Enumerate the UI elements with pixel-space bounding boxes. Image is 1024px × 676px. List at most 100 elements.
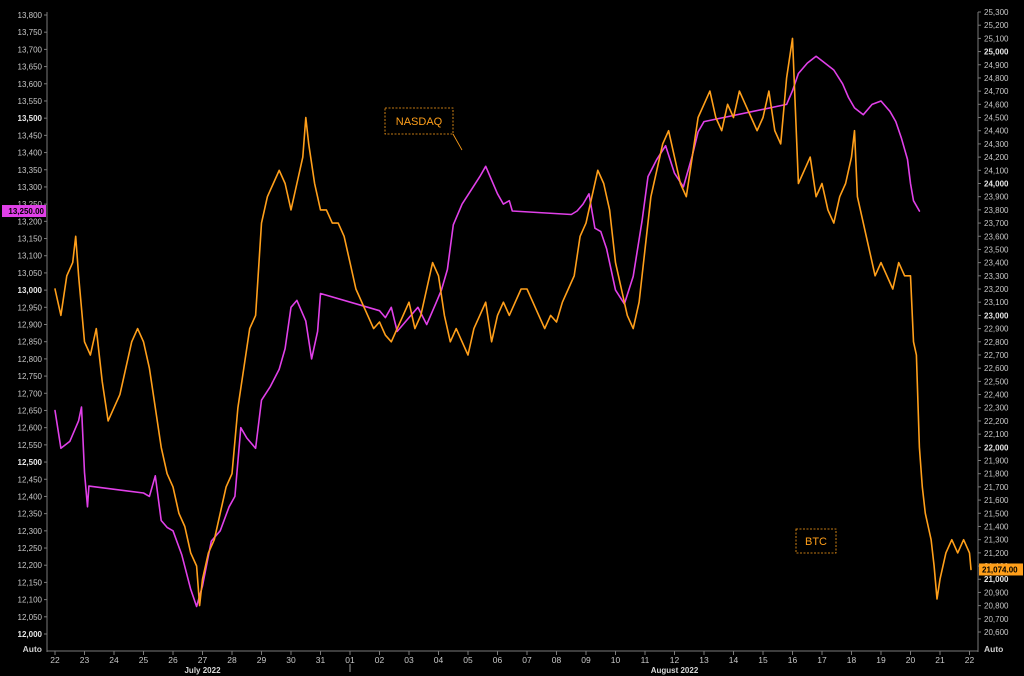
left-axis: 12,000 12,050 12,100 12,150 12,200 12,250 12,3… <box>18 11 48 654</box>
x-tick-label: 15 <box>758 655 768 665</box>
x-tick-label: 04 <box>434 655 444 665</box>
x-tick-label: 22 <box>965 655 975 665</box>
left-tick-label: 13,500 <box>18 114 43 123</box>
left-tick-label: 12,750 <box>18 372 43 381</box>
annotations: NASDAQ BTC <box>384 107 837 554</box>
right-tick-label: 25,300 <box>984 8 1009 17</box>
btc-last-value-tag <box>979 563 1023 576</box>
left-tick-label: 13,700 <box>18 45 43 54</box>
series-line-btc <box>54 37 972 607</box>
x-tick-label: 17 <box>817 655 827 665</box>
left-tick-label: 12,400 <box>18 492 43 501</box>
right-tick-label: 25,200 <box>984 21 1009 30</box>
x-tick-label: 27 <box>198 655 208 665</box>
left-tick-label: 13,350 <box>18 166 43 175</box>
left-tick-label: 13,550 <box>18 97 43 106</box>
right-tick-label: 21,300 <box>984 536 1009 545</box>
left-tick-label: 13,000 <box>18 286 43 295</box>
x-tick-label: 20 <box>906 655 916 665</box>
left-tick-label: 12,500 <box>18 458 43 467</box>
left-tick-label: 12,050 <box>18 613 43 622</box>
right-tick-label: 20,700 <box>984 615 1009 624</box>
right-tick-label: 23,500 <box>984 245 1009 254</box>
right-tick-label: 24,400 <box>984 127 1009 136</box>
nasdaq-callout-leader <box>452 133 463 151</box>
month-label: August 2022 <box>651 666 699 675</box>
right-tick-label: 22,400 <box>984 391 1009 400</box>
right-tick-label: 24,600 <box>984 100 1009 109</box>
right-tick-label: 23,600 <box>984 232 1009 241</box>
right-tick-label: 23,200 <box>984 285 1009 294</box>
right-tick-label: 20,900 <box>984 588 1009 597</box>
right-axis: 20,60020,70020,80020,90021,00021,10021,2… <box>977 8 1009 654</box>
left-tick-label: 13,100 <box>18 252 43 261</box>
last-value-tags: 13,250.00 21,074.00 <box>2 205 1023 576</box>
x-tick-label: 10 <box>611 655 621 665</box>
right-tick-label: 21,700 <box>984 483 1009 492</box>
left-tick-label: 12,900 <box>18 321 43 330</box>
x-tick-label: 11 <box>641 655 650 665</box>
right-tick-label: 23,900 <box>984 193 1009 202</box>
nasdaq-callout-label: NASDAQ <box>396 116 443 128</box>
series-lines <box>54 37 972 608</box>
right-tick-label: 24,300 <box>984 140 1009 149</box>
btc-last-value-label: 21,074.00 <box>982 565 1018 574</box>
right-tick-label: 23,300 <box>984 272 1009 281</box>
right-tick-label: 21,900 <box>984 457 1009 466</box>
x-tick-label: 02 <box>375 655 385 665</box>
month-label: July 2022 <box>184 666 221 675</box>
right-tick-label: 22,500 <box>984 377 1009 386</box>
x-tick-label: 05 <box>463 655 473 665</box>
right-tick-label: 23,800 <box>984 206 1009 215</box>
x-tick-label: 18 <box>847 655 857 665</box>
right-tick-label: 21,400 <box>984 522 1009 531</box>
x-tick-label: 22 <box>50 655 60 665</box>
nasdaq-last-value-label: 13,250.00 <box>8 207 44 216</box>
right-tick-label: 24,500 <box>984 114 1009 123</box>
right-tick-label: 23,700 <box>984 219 1009 228</box>
x-tick-label: 23 <box>80 655 90 665</box>
x-tick-label: 13 <box>699 655 709 665</box>
nasdaq-last-value-tag <box>2 205 46 218</box>
right-tick-label: 20,800 <box>984 602 1009 611</box>
x-tick-label: 21 <box>935 655 945 665</box>
left-tick-label: 12,250 <box>18 544 43 553</box>
right-tick-label: 24,000 <box>984 179 1009 188</box>
x-tick-label: 26 <box>168 655 178 665</box>
left-tick-label: 12,150 <box>18 578 43 587</box>
right-tick-label: 24,700 <box>984 87 1009 96</box>
left-tick-label: 12,700 <box>18 389 43 398</box>
right-tick-label: 23,000 <box>984 311 1009 320</box>
x-tick-label: 16 <box>788 655 798 665</box>
right-tick-label: 22,900 <box>984 325 1009 334</box>
right-tick-label: 25,000 <box>984 48 1009 57</box>
left-tick-label: 12,100 <box>18 596 43 605</box>
right-tick-label: 24,100 <box>984 166 1009 175</box>
left-tick-label: 12,850 <box>18 338 43 347</box>
x-tick-label: 24 <box>109 655 119 665</box>
right-tick-label: 22,600 <box>984 364 1009 373</box>
left-tick-label: 13,450 <box>18 131 43 140</box>
x-tick-label: 03 <box>404 655 414 665</box>
x-tick-label: 14 <box>729 655 739 665</box>
left-tick-label: 12,550 <box>18 441 43 450</box>
right-tick-label: 22,000 <box>984 443 1009 452</box>
nasdaq-callout-box <box>384 107 454 135</box>
right-tick-label: 22,300 <box>984 404 1009 413</box>
x-tick-label: 01 <box>345 655 355 665</box>
x-tick-label: 30 <box>286 655 296 665</box>
left-tick-label: 13,600 <box>18 80 43 89</box>
right-tick-label: 22,100 <box>984 430 1009 439</box>
right-axis-auto-label: Auto <box>984 644 1003 654</box>
series-line-nasdaq <box>54 55 921 608</box>
right-tick-label: 20,600 <box>984 628 1009 637</box>
right-tick-label: 23,100 <box>984 298 1009 307</box>
btc-callout-label: BTC <box>805 536 827 548</box>
right-tick-label: 24,200 <box>984 153 1009 162</box>
right-tick-label: 22,800 <box>984 338 1009 347</box>
left-tick-label: 12,350 <box>18 510 43 519</box>
right-tick-label: 21,000 <box>984 575 1009 584</box>
x-tick-label: 09 <box>581 655 591 665</box>
x-axis: 22 23 24 25 26 27 28 29 30 31 01 02 03 04 05 06 07 08 09 10… <box>47 650 978 675</box>
